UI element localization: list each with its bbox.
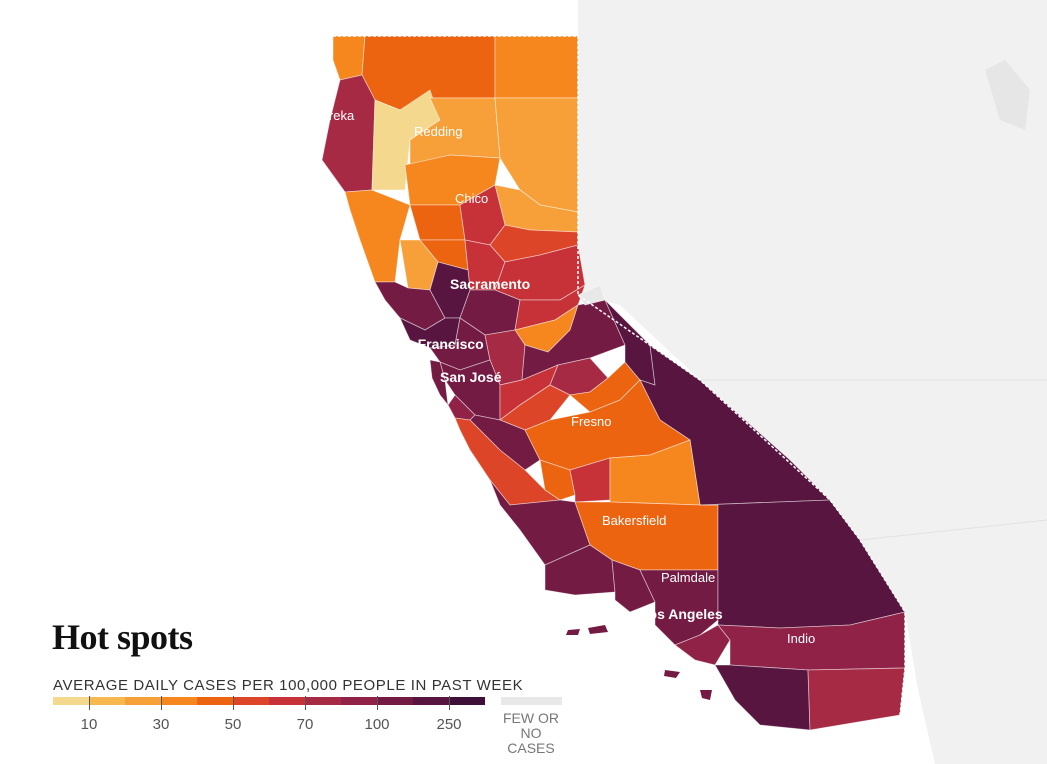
legend-swatch	[449, 697, 485, 705]
city-label: Palmdale	[661, 570, 715, 585]
county-san-diego	[714, 664, 811, 731]
county-mendocino	[344, 189, 411, 283]
county-glenn	[409, 204, 466, 241]
legend-tick-mark	[377, 696, 378, 710]
legend-swatch	[125, 697, 161, 705]
legend-tick-mark	[161, 696, 162, 710]
county-imperial	[807, 667, 906, 731]
city-label: Los Angeles	[640, 606, 723, 622]
county-del-norte	[332, 35, 366, 81]
county-tulare-west	[569, 457, 611, 503]
channel-island	[566, 629, 580, 635]
legend-few-cases-label: FEW OR NO CASES	[503, 710, 559, 756]
legend-swatch	[269, 697, 305, 705]
city-label: San José	[440, 369, 502, 385]
county-humboldt	[321, 74, 376, 193]
legend-swatch	[413, 697, 449, 705]
legend-tick-mark	[449, 696, 450, 710]
legend-swatch	[233, 697, 269, 705]
legend-tick-mark	[233, 696, 234, 710]
legend-tick-mark	[89, 696, 90, 710]
city-label: Indio	[787, 631, 815, 646]
legend-tick-label: 100	[364, 716, 390, 733]
city-label: San Francisco	[388, 336, 484, 352]
city-label: Bakersfield	[602, 513, 666, 528]
legend-tick-label: 250	[436, 716, 462, 733]
channel-island	[664, 670, 680, 678]
legend-swatch	[89, 697, 125, 705]
state-outline	[333, 35, 906, 716]
city-label: Fresno	[571, 414, 611, 429]
nevada-lake-shape	[985, 60, 1030, 130]
state-border	[700, 379, 1047, 541]
legend-swatch	[161, 697, 197, 705]
city-label: Redding	[414, 124, 462, 139]
legend-tick-label: 50	[224, 716, 242, 733]
city-label: Chico	[455, 191, 488, 206]
county-tulare	[609, 439, 701, 506]
city-label: Sacramento	[450, 276, 530, 292]
neighbor-land	[578, 0, 1047, 764]
county-modoc	[494, 35, 579, 99]
legend-title: AVERAGE DAILY CASES PER 100,000 PEOPLE I…	[53, 677, 524, 694]
legend-tick-mark	[305, 696, 306, 710]
legend-swatch	[341, 697, 377, 705]
map-title: Hot spots	[52, 617, 193, 657]
legend-few-cases-swatch	[501, 697, 562, 705]
channel-island	[700, 690, 712, 700]
legend-swatch	[377, 697, 413, 705]
county-kings	[539, 459, 576, 501]
legend-tick-label: 30	[152, 716, 170, 733]
legend-color-scale	[53, 697, 485, 705]
legend-swatch	[197, 697, 233, 705]
legend-tick-label: 70	[296, 716, 314, 733]
county-regions	[321, 35, 906, 731]
city-labels: Eureka Redding Chico Sacramento San Fran…	[313, 108, 815, 646]
legend-tick-label: 10	[80, 716, 98, 733]
city-label: Eureka	[313, 108, 355, 123]
channel-island	[588, 625, 608, 634]
legend-swatch	[305, 697, 341, 705]
legend-swatch	[53, 697, 89, 705]
